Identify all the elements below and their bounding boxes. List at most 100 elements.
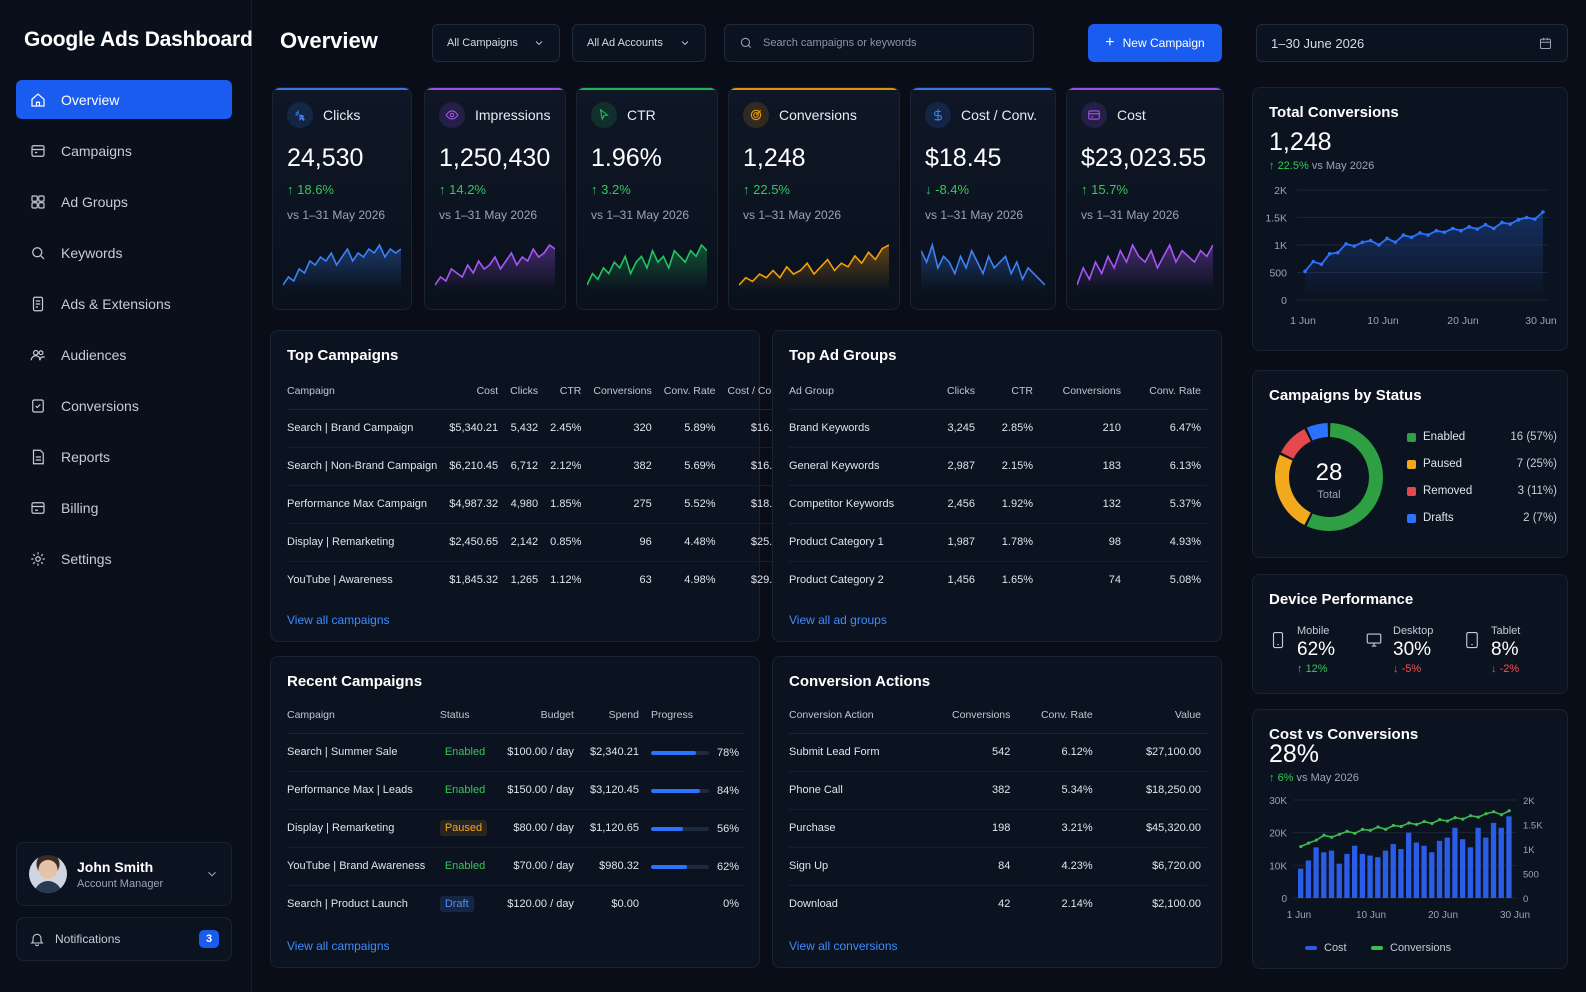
table-row[interactable]: Phone Call 382 5.34% $18,250.00 bbox=[789, 771, 1207, 810]
user-card[interactable]: John Smith Account Manager bbox=[16, 842, 232, 906]
sidebar-item-audiences[interactable]: Audiences bbox=[16, 335, 232, 374]
sidebar-item-settings[interactable]: Settings bbox=[16, 539, 232, 578]
recent-campaigns-table: Campaign Status Budget Spend Progress Search … bbox=[287, 697, 745, 923]
view-all-ad-groups-link[interactable]: View all ad groups bbox=[789, 613, 887, 627]
kpi-card-cost[interactable]: Cost $23,023.55 ↑ 15.7% vs 1–31 May 2026 bbox=[1066, 87, 1224, 310]
table-row[interactable]: Brand Keywords 3,245 2.85% 210 6.47% bbox=[789, 409, 1207, 448]
column-header: Campaign bbox=[287, 697, 434, 734]
table-row[interactable]: Display | Remarketing $2,450.65 2,142 0.85%… bbox=[287, 523, 791, 562]
data-point bbox=[1303, 269, 1307, 274]
table-cell: Display | Remarketing bbox=[287, 523, 444, 562]
kpi-change: ↑ 3.2% bbox=[591, 182, 703, 197]
kpi-change-value: 22.5% bbox=[753, 182, 790, 197]
table-row[interactable]: Search | Summer Sale Enabled $100.00 / day… bbox=[287, 733, 745, 772]
campaign-filter-dropdown[interactable]: All Campaigns bbox=[432, 24, 560, 62]
mobile-icon bbox=[1269, 625, 1297, 675]
sidebar-item-keywords[interactable]: Keywords bbox=[16, 233, 232, 272]
account-filter-value: All Ad Accounts bbox=[587, 37, 663, 49]
new-campaign-button[interactable]: + New Campaign bbox=[1088, 24, 1222, 62]
ads-icon bbox=[29, 295, 47, 313]
legend-count: 16 (57%) bbox=[1510, 431, 1557, 443]
table-row[interactable]: Search | Brand Campaign $5,340.21 5,432 2.4… bbox=[287, 409, 791, 448]
device-label: Desktop bbox=[1393, 625, 1434, 637]
view-all-campaigns-link[interactable]: View all campaigns bbox=[287, 613, 390, 627]
sidebar-item-campaigns[interactable]: Campaigns bbox=[16, 131, 232, 170]
notifications-button[interactable]: Notifications 3 bbox=[16, 917, 232, 961]
table-cell: 2,987 bbox=[929, 447, 981, 486]
sidebar-item-reports[interactable]: Reports bbox=[16, 437, 232, 476]
table-cell: $2,100.00 bbox=[1152, 898, 1201, 911]
kpi-card-clicks[interactable]: Clicks 24,530 ↑ 18.6% vs 1–31 May 2026 bbox=[272, 87, 412, 310]
table-row[interactable]: YouTube | Awareness $1,845.32 1,265 1.12% 63… bbox=[287, 561, 790, 599]
progress-cell: 84% bbox=[650, 785, 739, 797]
y-tick-label: 2K bbox=[1274, 185, 1287, 197]
search-icon bbox=[740, 37, 752, 49]
sidebar-item-conversions[interactable]: Conversions bbox=[16, 386, 232, 425]
table-cell: Phone Call bbox=[789, 771, 930, 810]
panel-title: Campaigns by Status bbox=[1269, 387, 1422, 404]
sidebar-item-ad-groups[interactable]: Ad Groups bbox=[16, 182, 232, 221]
column-header: Conversions bbox=[1039, 373, 1127, 410]
arrow-down-icon: ↓ bbox=[925, 182, 936, 197]
data-point bbox=[1345, 829, 1349, 833]
table-row[interactable]: Purchase 198 3.21% $45,320.00 bbox=[789, 809, 1207, 848]
kpi-card-cost-conv[interactable]: Cost / Conv. $18.45 ↓ -8.4% vs 1–31 May 202… bbox=[910, 87, 1056, 310]
table-cell: 4,980 bbox=[504, 485, 545, 524]
chevron-down-icon[interactable] bbox=[205, 867, 219, 881]
table-row[interactable]: Performance Max | Leads Enabled $150.00 / … bbox=[287, 771, 745, 810]
progress-fill bbox=[650, 864, 687, 869]
table-cell: $4,987.32 bbox=[443, 485, 505, 524]
table-cell: $18,250.00 bbox=[1098, 771, 1207, 810]
user-name: John Smith bbox=[77, 858, 154, 875]
table-row[interactable]: General Keywords 2,987 2.15% 183 6.13% bbox=[789, 447, 1207, 486]
table-cell: 382 bbox=[587, 447, 658, 486]
kpi-card-conversions[interactable]: Conversions 1,248 ↑ 22.5% vs 1–31 May 2026 bbox=[728, 87, 900, 310]
x-tick-label: 30 Jun bbox=[1525, 315, 1557, 327]
sidebar-item-label: Audiences bbox=[61, 346, 127, 363]
table-row[interactable]: YouTube | Brand Awareness Enabled $70.00 /… bbox=[287, 847, 745, 886]
kpi-card-impressions[interactable]: Impressions 1,250,430 ↑ 14.2% vs 1–31 May 2… bbox=[424, 87, 566, 310]
data-point bbox=[1541, 210, 1545, 214]
page-title: Overview bbox=[280, 28, 378, 53]
spend-cell: $3,120.45 bbox=[579, 771, 645, 810]
search-input[interactable] bbox=[763, 37, 1013, 49]
data-point bbox=[1353, 831, 1357, 835]
table-row[interactable]: Search | Product Launch Draft $120.00 / da… bbox=[287, 885, 745, 923]
table-row[interactable]: Product Category 2 1,456 1.65% 74 5.08% bbox=[789, 561, 1207, 599]
table-row[interactable]: Performance Max Campaign $4,987.32 4,980 1.… bbox=[287, 485, 791, 524]
conversion-actions-panel: Conversion Actions Conversion Action Conv… bbox=[772, 656, 1222, 968]
column-header: Conversions bbox=[929, 697, 1017, 734]
conversion-actions-table: Conversion Action Conversions Conv. Rate Va… bbox=[789, 697, 1207, 923]
table-row[interactable]: Search | Non-Brand Campaign $6,210.45 6,71… bbox=[287, 447, 791, 486]
table-row[interactable]: Product Category 1 1,987 1.78% 98 4.93% bbox=[789, 523, 1207, 562]
user-role: Account Manager bbox=[77, 877, 164, 890]
table-row[interactable]: Download 42 2.14% $2,100.00 bbox=[789, 885, 1207, 923]
table-row[interactable]: Sign Up 84 4.23% $6,720.00 bbox=[789, 847, 1207, 886]
table-row[interactable]: Competitor Keywords 2,456 1.92% 132 5.37% bbox=[789, 485, 1207, 524]
view-all-recent-campaigns-link[interactable]: View all campaigns bbox=[287, 939, 390, 953]
arrow-up-icon: ↑ bbox=[1081, 182, 1092, 197]
view-all-conversions-link[interactable]: View all conversions bbox=[789, 939, 898, 953]
sidebar-item-ads-extensions[interactable]: Ads & Extensions bbox=[16, 284, 232, 323]
y-tick-label: 1K bbox=[1274, 240, 1287, 252]
keywords-icon bbox=[29, 244, 47, 262]
cost-bar bbox=[1298, 868, 1304, 898]
cost-bar bbox=[1452, 827, 1458, 898]
y-right-tick-label: 1.5K bbox=[1523, 821, 1543, 832]
sidebar-item-billing[interactable]: Billing bbox=[16, 488, 232, 527]
kpi-change-value: 15.7% bbox=[1091, 182, 1128, 197]
top-campaigns-panel: Top Campaigns Campaign Cost Clicks CTR Conve… bbox=[270, 330, 791, 642]
sidebar-item-overview[interactable]: Overview bbox=[16, 80, 232, 119]
legend-count: 2 (7%) bbox=[1523, 512, 1557, 524]
account-filter-dropdown[interactable]: All Ad Accounts bbox=[572, 24, 706, 62]
progress-label: 0% bbox=[723, 898, 739, 911]
date-range-picker[interactable]: 1–30 June 2026 bbox=[1256, 24, 1568, 62]
table-cell: 5.89% bbox=[657, 409, 722, 448]
data-point bbox=[1500, 220, 1504, 225]
table-row[interactable]: Display | Remarketing Paused $80.00 / day $… bbox=[287, 809, 745, 848]
table-cell: 6.47% bbox=[1127, 409, 1207, 448]
table-row[interactable]: Submit Lead Form 542 6.12% $27,100.00 bbox=[789, 733, 1207, 772]
cost-bar bbox=[1398, 849, 1404, 898]
kpi-card-ctr[interactable]: CTR 1.96% ↑ 3.2% vs 1–31 May 2026 bbox=[576, 87, 718, 310]
table-cell: 4.98% bbox=[684, 574, 716, 587]
